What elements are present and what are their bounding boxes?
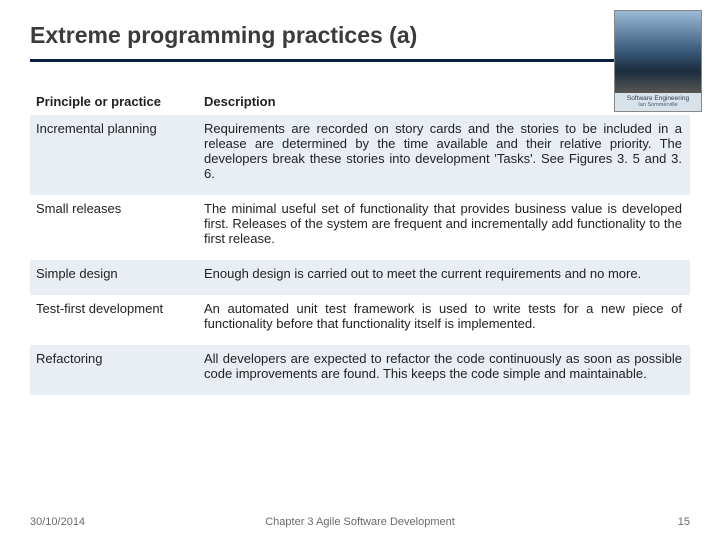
footer-chapter: Chapter 3 Agile Software Development	[30, 516, 690, 528]
description-cell: Enough design is carried out to meet the…	[198, 260, 690, 295]
principle-cell: Test-first development	[30, 295, 198, 345]
table-row: RefactoringAll developers are expected t…	[30, 345, 690, 395]
table-row: Incremental planningRequirements are rec…	[30, 115, 690, 195]
principle-cell: Incremental planning	[30, 115, 198, 195]
description-cell: An automated unit test framework is used…	[198, 295, 690, 345]
footer: 30/10/2014 Chapter 3 Agile Software Deve…	[30, 516, 690, 528]
principle-cell: Refactoring	[30, 345, 198, 395]
table-row: Test-first developmentAn automated unit …	[30, 295, 690, 345]
table-row: Simple designEnough design is carried ou…	[30, 260, 690, 295]
footer-date: 30/10/2014	[30, 516, 85, 528]
description-cell: The minimal useful set of functionality …	[198, 195, 690, 260]
header: Extreme programming practices (a) Softwa…	[0, 0, 720, 70]
principle-cell: Small releases	[30, 195, 198, 260]
col-header-principle: Principle or practice	[30, 88, 198, 115]
description-cell: Requirements are recorded on story cards…	[198, 115, 690, 195]
logo-strip: Software Engineering Ian Sommerville	[615, 93, 701, 111]
logo-line2: Ian Sommerville	[615, 102, 701, 109]
title-rule	[30, 59, 690, 62]
practices-table: Principle or practice Description Increm…	[30, 88, 690, 395]
book-cover-image: Software Engineering Ian Sommerville	[614, 10, 702, 112]
page-title: Extreme programming practices (a)	[30, 22, 690, 49]
table-row: Small releasesThe minimal useful set of …	[30, 195, 690, 260]
principle-cell: Simple design	[30, 260, 198, 295]
table-body: Incremental planningRequirements are rec…	[30, 115, 690, 395]
table-header-row: Principle or practice Description	[30, 88, 690, 115]
slide: Extreme programming practices (a) Softwa…	[0, 0, 720, 540]
content: Principle or practice Description Increm…	[0, 70, 720, 395]
logo-line1: Software Engineering	[615, 95, 701, 103]
footer-page: 15	[678, 516, 690, 528]
description-cell: All developers are expected to refactor …	[198, 345, 690, 395]
